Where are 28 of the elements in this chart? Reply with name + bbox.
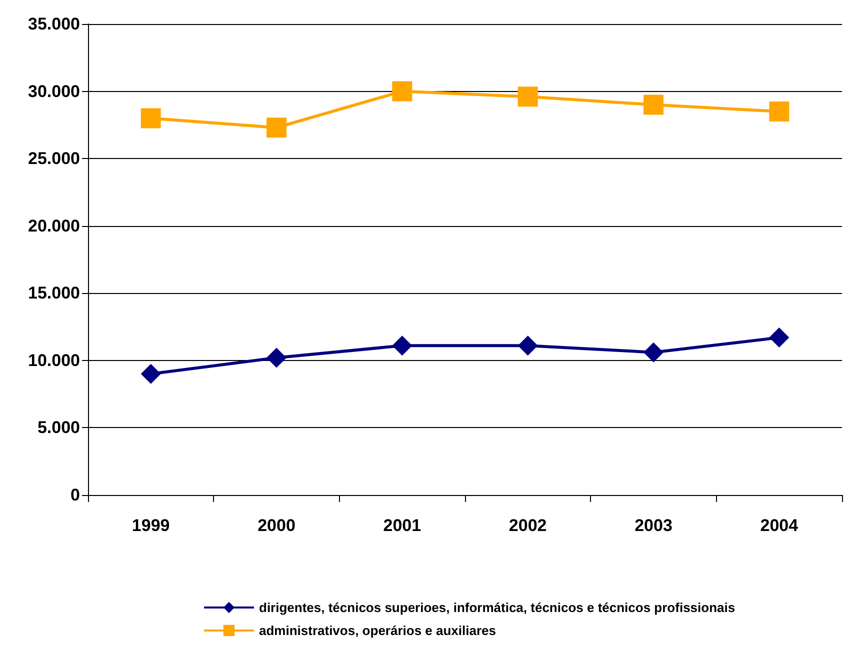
point (518, 336, 538, 356)
legend-label: dirigentes, técnicos superioes, informática, técnicos e técnicos profissionais (259, 600, 736, 615)
point (266, 348, 286, 368)
point (769, 328, 790, 348)
y-tick-label: 35.000 (28, 14, 80, 34)
y-tick-label: 5.000 (37, 418, 80, 438)
point (266, 118, 286, 138)
x-tick-label: 2004 (760, 516, 799, 535)
legend-label: administrativos, operários e auxiliares (259, 623, 496, 638)
y-tick-label: 25.000 (28, 149, 80, 168)
y-tick-label: 15.000 (28, 284, 80, 303)
point (392, 336, 412, 356)
x-tick-label: 2001 (383, 516, 422, 535)
point (140, 364, 161, 384)
y-tick-label: 30.000 (28, 82, 80, 101)
y-tick-label: 0 (70, 486, 80, 504)
y-tick-label: 20.000 (28, 216, 80, 236)
point (518, 86, 538, 107)
x-tick-label: 1999 (132, 516, 170, 535)
point (392, 81, 412, 102)
point (140, 108, 161, 128)
point (644, 342, 664, 362)
point (769, 101, 790, 122)
x-tick-label: 2003 (634, 516, 672, 535)
x-tick-label: 2000 (258, 516, 296, 535)
x-tick-label: 2002 (508, 516, 547, 535)
y-tick-label: 10.000 (28, 350, 80, 370)
point (644, 94, 664, 115)
